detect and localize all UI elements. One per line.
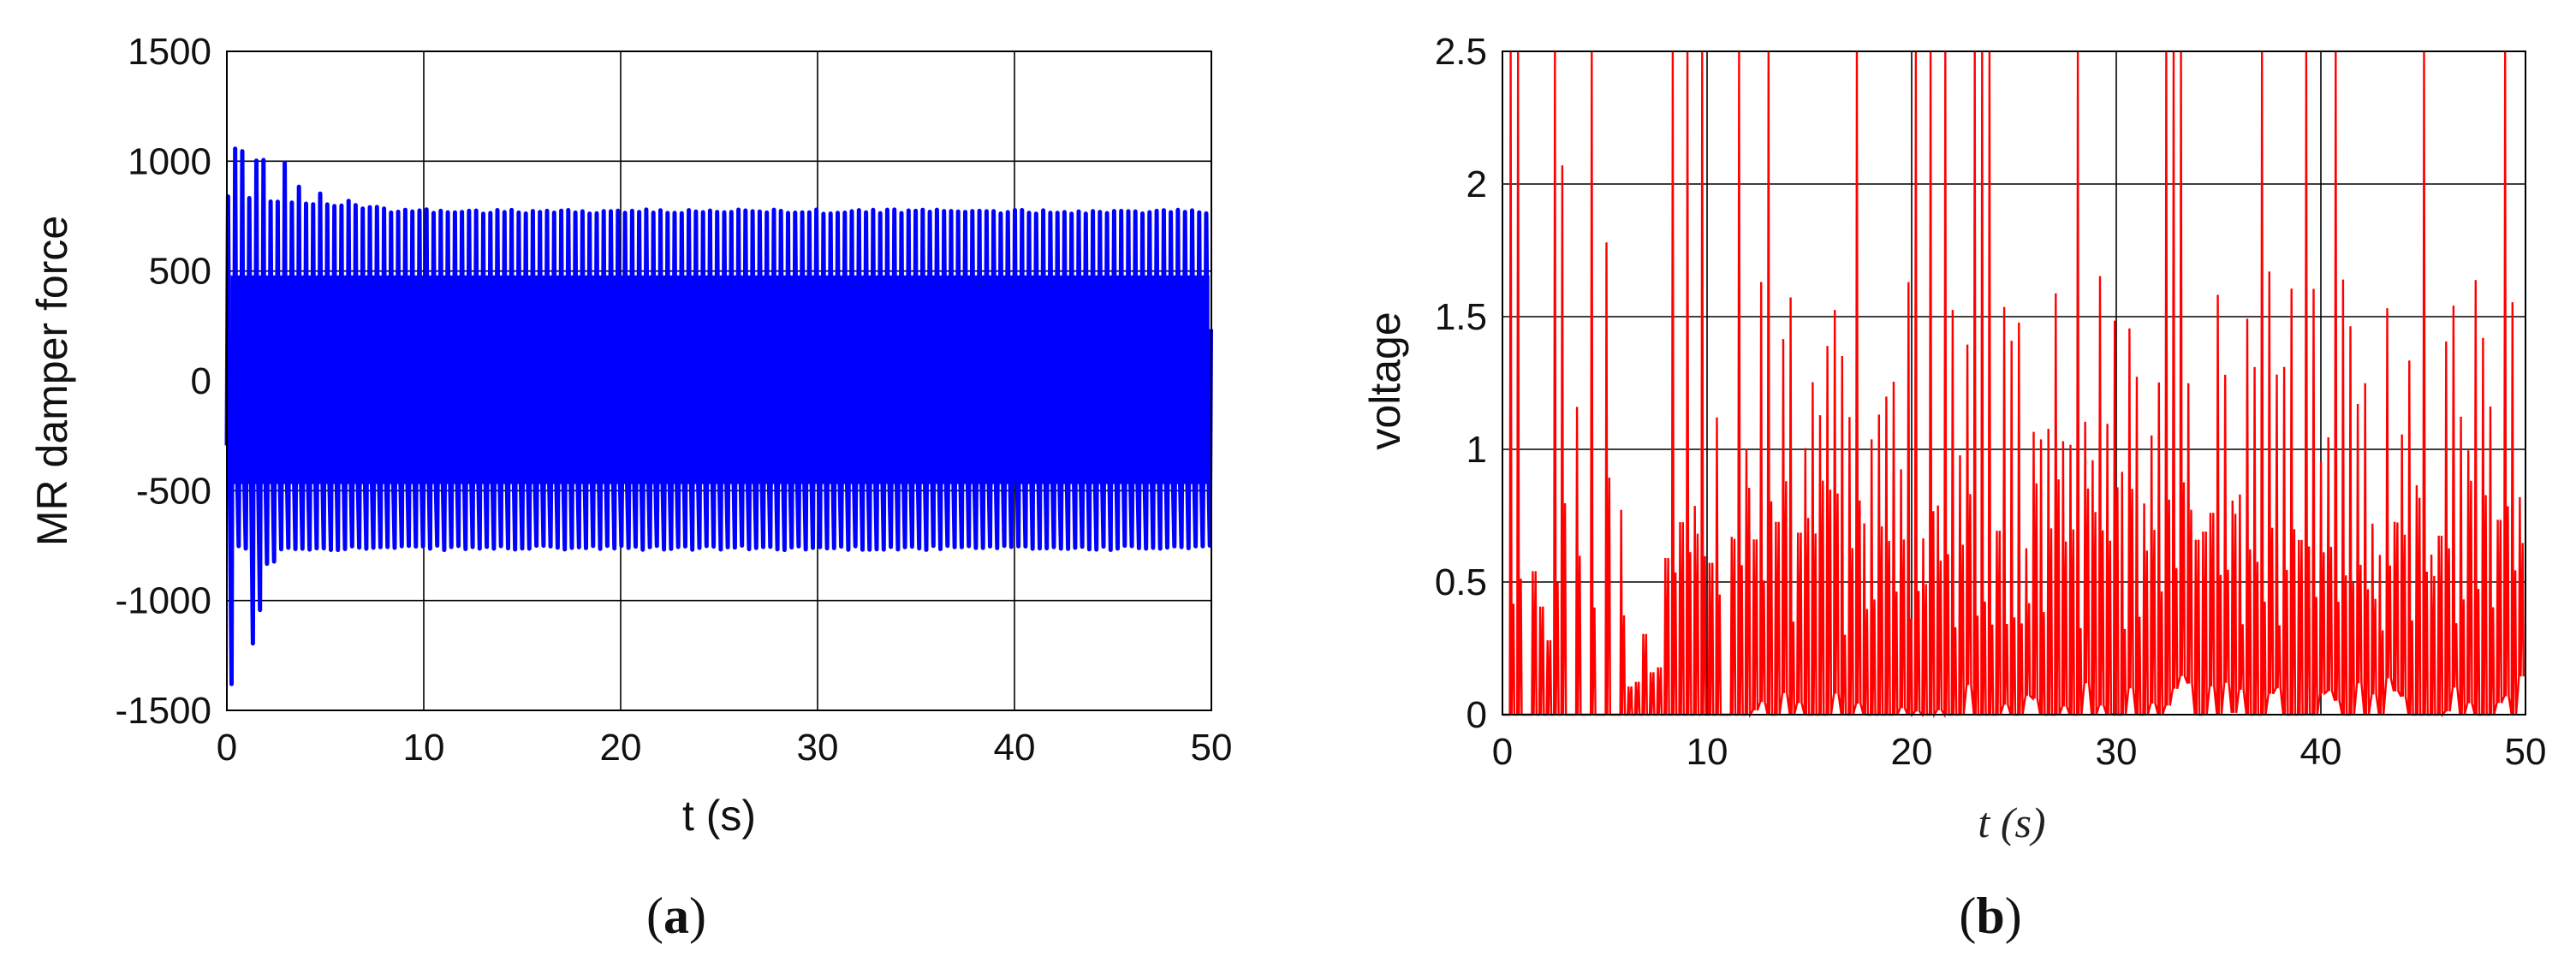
chart-a-x-tick-label: 40 [994, 727, 1036, 769]
chart-a-x-tick-label: 20 [600, 727, 642, 769]
chart-b-x-tick-label: 10 [1687, 731, 1728, 773]
chart-b-x-tick-label: 0 [1492, 731, 1513, 773]
chart-b-x-tick-label: 50 [2505, 731, 2547, 773]
chart-b: 0 10 20 30 40 50 2.5 2 1.5 1 0.5 0 t (s) voltage (… [1361, 31, 2546, 944]
chart-b-panel-letter: b [1976, 888, 2004, 944]
chart-a-panel-label: (a) [646, 888, 706, 944]
chart-b-y-ticks: 2.5 2 1.5 1 0.5 0 [1435, 31, 1487, 736]
chart-b-x-tick-label: 30 [2096, 731, 2138, 773]
chart-a-frame [226, 50, 1212, 711]
chart-a: 0 10 20 30 40 50 1500 1000 500 0 -500 -1000 -1500 t… [28, 31, 1232, 944]
chart-b-frame [1502, 50, 2526, 716]
chart-b-x-ticks: 0 10 20 30 40 50 [1492, 731, 2547, 773]
chart-a-y-ticks: 1500 1000 500 0 -500 -1000 -1500 [115, 31, 211, 732]
chart-b-x-tick-label: 40 [2300, 731, 2342, 773]
chart-a-y-tick-label: -500 [136, 470, 211, 512]
chart-b-y-tick-label: 2.5 [1435, 31, 1487, 73]
chart-a-x-tick-label: 10 [403, 727, 445, 769]
chart-b-y-label: voltage [1361, 312, 1409, 449]
chart-b-y-tick-label: 1 [1466, 429, 1487, 471]
chart-a-x-tick-label: 0 [217, 727, 237, 769]
chart-b-y-tick-label: 1.5 [1435, 296, 1487, 338]
chart-b-y-tick-label: 2 [1466, 163, 1487, 205]
chart-a-y-tick-label: 0 [191, 360, 211, 402]
chart-b-panel-label: (b) [1959, 888, 2021, 944]
chart-a-y-tick-label: -1000 [115, 580, 211, 622]
chart-a-y-tick-label: 500 [149, 251, 211, 293]
chart-a-series [224, 146, 1213, 686]
chart-b-x-label: t (s) [1978, 799, 2045, 846]
chart-a-x-tick-label: 30 [797, 727, 839, 769]
chart-a-panel-letter: a [663, 888, 689, 944]
chart-a-x-label: t (s) [682, 792, 756, 840]
chart-a-y-tick-label: 1000 [128, 140, 211, 182]
chart-b-y-tick-label: 0 [1466, 694, 1487, 736]
chart-a-y-tick-label: -1500 [115, 690, 211, 732]
chart-b-x-tick-label: 20 [1891, 731, 1933, 773]
chart-a-x-tick-label: 50 [1191, 727, 1233, 769]
chart-a-x-ticks: 0 10 20 30 40 50 [217, 727, 1233, 769]
chart-a-y-tick-label: 1500 [128, 31, 211, 73]
chart-a-series-band [230, 275, 1210, 484]
chart-b-y-tick-label: 0.5 [1435, 561, 1487, 603]
chart-a-y-label: MR damper force [28, 216, 76, 546]
